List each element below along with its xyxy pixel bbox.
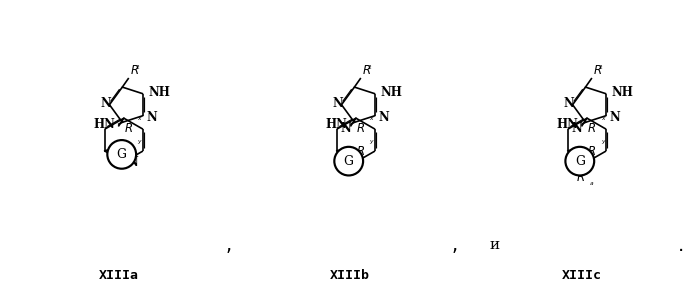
Text: $R$: $R$ xyxy=(124,122,133,135)
Text: $^x$: $^x$ xyxy=(138,115,143,124)
Text: N: N xyxy=(610,111,621,124)
Text: .: . xyxy=(677,236,684,254)
Text: G: G xyxy=(344,155,354,168)
Text: N: N xyxy=(564,97,575,110)
Text: NH: NH xyxy=(148,86,170,100)
Text: $R$: $R$ xyxy=(124,145,133,158)
Text: XIIIa: XIIIa xyxy=(99,269,138,282)
Text: $^2$: $^2$ xyxy=(135,65,140,74)
Text: N: N xyxy=(101,97,111,110)
Text: NH: NH xyxy=(612,86,633,100)
Text: $R$: $R$ xyxy=(130,64,139,77)
Text: $^x$: $^x$ xyxy=(370,115,375,124)
Text: $^x$: $^x$ xyxy=(600,115,606,124)
Text: $^2$: $^2$ xyxy=(598,65,603,74)
Text: HN: HN xyxy=(94,118,115,131)
Text: G: G xyxy=(575,155,585,168)
Text: N: N xyxy=(333,97,343,110)
Text: $^y$: $^y$ xyxy=(600,138,606,147)
Text: NH: NH xyxy=(380,86,402,100)
Text: XIIIc: XIIIc xyxy=(561,269,601,282)
Text: N: N xyxy=(127,156,138,169)
Text: G: G xyxy=(117,148,127,161)
Text: $R$: $R$ xyxy=(576,171,585,184)
Text: $R$: $R$ xyxy=(587,122,596,135)
Text: $R$: $R$ xyxy=(356,122,365,135)
Text: XIIIb: XIIIb xyxy=(329,269,370,282)
Text: ,: , xyxy=(452,236,458,254)
Circle shape xyxy=(108,140,136,169)
Text: $^y$: $^y$ xyxy=(370,138,375,147)
Text: и: и xyxy=(489,238,500,252)
Text: N: N xyxy=(571,122,582,135)
Circle shape xyxy=(334,147,363,176)
Text: $R$: $R$ xyxy=(362,64,371,77)
Text: $^y$: $^y$ xyxy=(138,138,143,147)
Text: N: N xyxy=(379,111,389,124)
Text: N: N xyxy=(147,111,157,124)
Circle shape xyxy=(565,147,594,176)
Text: $R$: $R$ xyxy=(356,145,365,158)
Text: ,: , xyxy=(225,236,231,254)
Text: HN: HN xyxy=(556,118,579,131)
Text: $^a$: $^a$ xyxy=(589,181,594,190)
Text: N: N xyxy=(340,122,351,135)
Text: $R$: $R$ xyxy=(593,64,602,77)
Text: $R$: $R$ xyxy=(587,145,596,158)
Text: $^2$: $^2$ xyxy=(367,65,372,74)
Text: HN: HN xyxy=(326,118,347,131)
